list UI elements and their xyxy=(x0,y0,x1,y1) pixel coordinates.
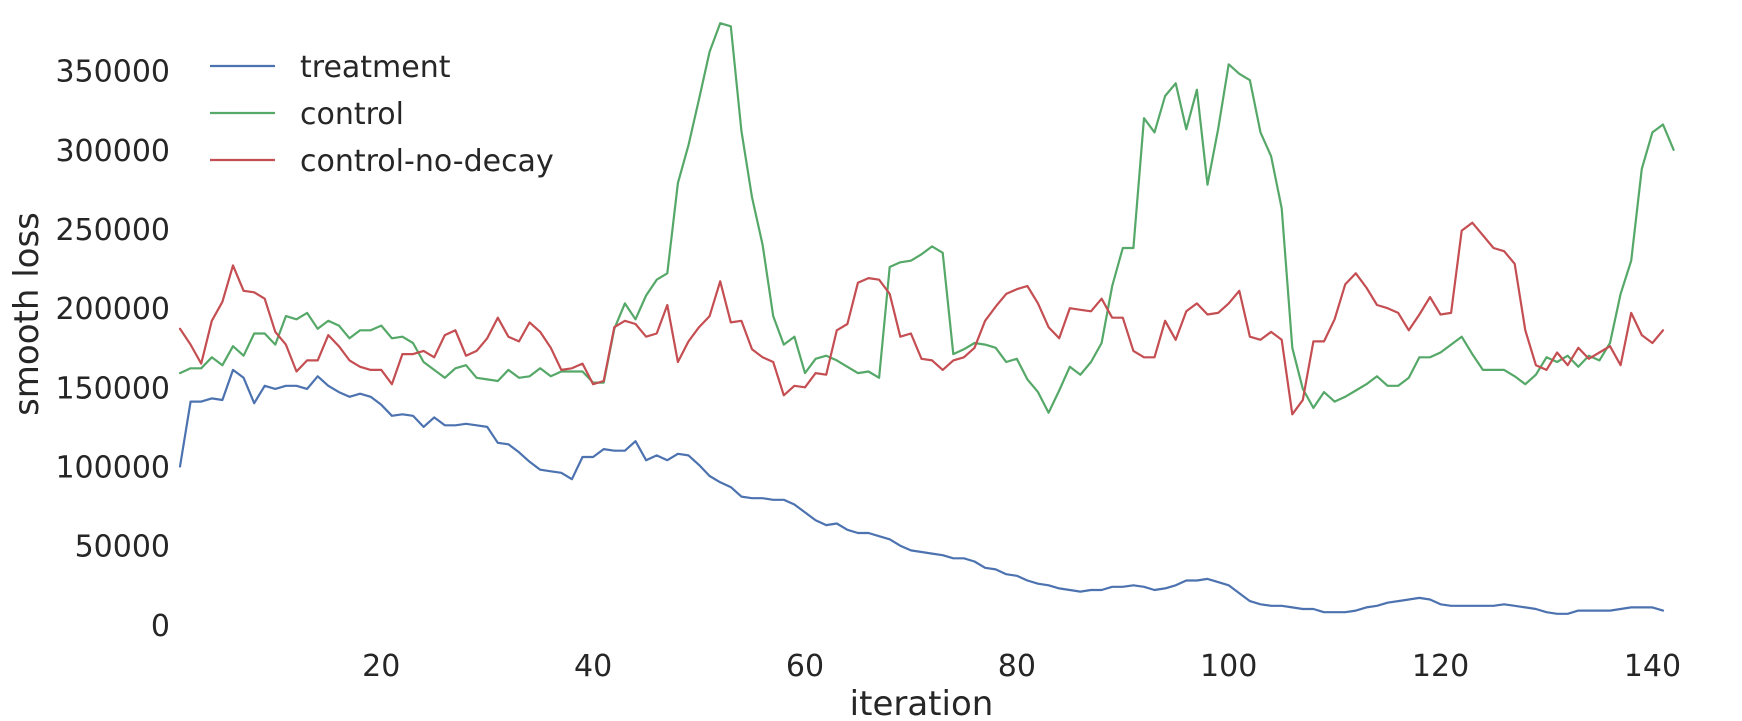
y-axis-label: smooth loss xyxy=(7,212,47,416)
y-tick-label: 50000 xyxy=(75,530,170,565)
y-tick-label: 0 xyxy=(151,609,170,644)
plot-area xyxy=(178,22,1675,615)
legend-label: control-no-decay xyxy=(300,144,554,179)
legend-label: treatment xyxy=(300,50,451,85)
legend: treatment control control-no-decay xyxy=(210,50,554,179)
y-axis-ticks: 0 50000 100000 150000 200000 250000 300000 3500… xyxy=(55,55,170,644)
legend-label: control xyxy=(300,97,404,132)
y-tick-label: 200000 xyxy=(55,292,170,327)
y-tick-label: 350000 xyxy=(55,55,170,90)
x-tick-label: 40 xyxy=(574,649,612,684)
x-tick-label: 140 xyxy=(1624,649,1681,684)
x-tick-label: 60 xyxy=(786,649,824,684)
series-line-control xyxy=(178,22,1675,414)
x-axis-label: iteration xyxy=(850,684,994,721)
series-line-treatment xyxy=(178,368,1665,615)
y-tick-label: 250000 xyxy=(55,213,170,248)
y-tick-label: 150000 xyxy=(55,371,170,406)
y-tick-label: 100000 xyxy=(55,451,170,486)
x-tick-label: 20 xyxy=(362,649,400,684)
x-tick-label: 100 xyxy=(1200,649,1257,684)
x-axis-ticks: 20 40 60 80 100 120 140 xyxy=(362,649,1681,684)
y-tick-label: 300000 xyxy=(55,134,170,169)
x-tick-label: 120 xyxy=(1412,649,1469,684)
series-line-control-no-decay xyxy=(178,221,1665,416)
x-tick-label: 80 xyxy=(998,649,1036,684)
